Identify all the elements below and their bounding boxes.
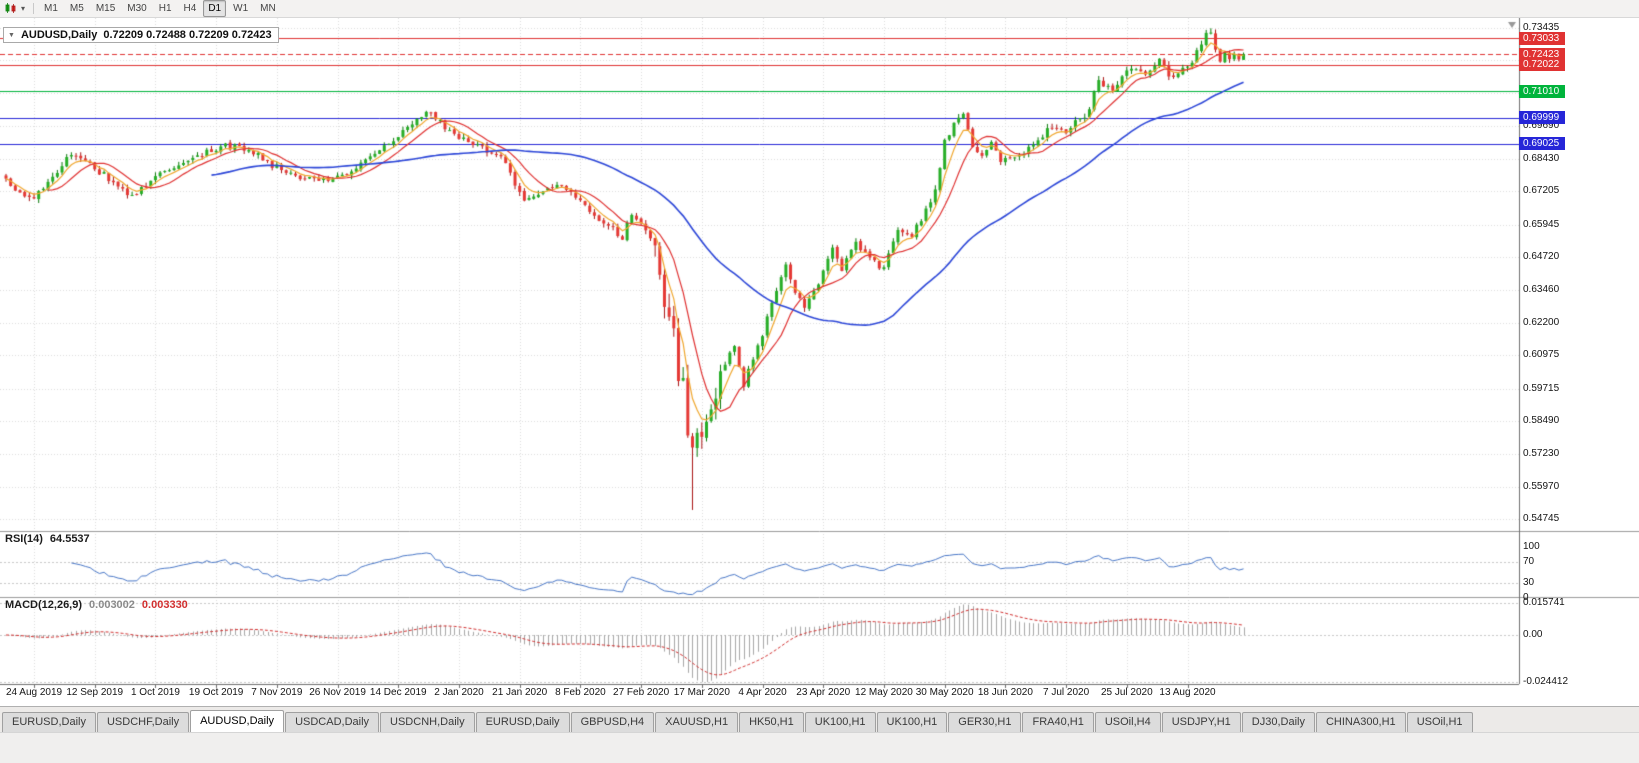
timeframe-button-m15[interactable]: M15 — [95, 3, 116, 14]
price-line-label-support-blue-lower: 0.69025 — [1519, 137, 1565, 151]
timeframe-button-m5[interactable]: M5 — [69, 3, 84, 14]
rsi-scale-label: 70 — [1523, 556, 1535, 568]
price-scale-label: 0.58490 — [1523, 414, 1560, 426]
status-bar — [0, 732, 1639, 763]
time-axis-label: 24 Aug 2019 — [5, 687, 63, 698]
time-axis-label: 8 Feb 2020 — [555, 687, 606, 698]
chart-tab-eurusd-daily[interactable]: EURUSD,Daily — [2, 712, 96, 732]
chart-tab-fra40-h1[interactable]: FRA40,H1 — [1022, 712, 1094, 732]
price-chart-canvas[interactable] — [0, 18, 1639, 706]
chart-tab-xauusd-h1[interactable]: XAUUSD,H1 — [655, 712, 739, 732]
macd-scale-label: 0.00 — [1523, 629, 1543, 640]
candlestick-chart-icon[interactable] — [4, 3, 17, 14]
axis-overlays: 0.73435 0.69690 0.68430 0.67205 0.65945 0.647… — [0, 18, 1639, 706]
chart-tab-usoil-h4[interactable]: USOil,H4 — [1094, 712, 1161, 732]
chart-tab-usdcnh-daily[interactable]: USDCNH,Daily — [380, 712, 475, 732]
timeframe-buttons: M1 M5 M15 M30 H1 H4 D1 W1 MN — [38, 0, 282, 17]
time-axis-label: 1 Oct 2019 — [130, 687, 180, 698]
rsi-value: 64.5537 — [49, 533, 90, 545]
chart-tab-dj30-daily[interactable]: DJ30,Daily — [1241, 712, 1315, 732]
time-axis-label: 12 Sep 2019 — [66, 687, 124, 698]
price-line-label-resistance-lower: 0.72022 — [1519, 58, 1565, 72]
chart-tab-uk100-h1[interactable]: UK100,H1 — [876, 712, 948, 732]
price-scale-label: 0.57230 — [1523, 447, 1560, 459]
price-scale-label: 0.67205 — [1523, 185, 1560, 197]
price-line-label-current-price: 0.72423 — [1519, 47, 1565, 61]
chart-tabs-bar: EURUSD,Daily USDCHF,Daily AUDUSD,Daily USDC… — [0, 706, 1639, 732]
toolbar-separator — [33, 3, 35, 14]
price-scale-label: 0.64720 — [1523, 250, 1560, 262]
time-axis-label: 13 Aug 2020 — [1159, 687, 1216, 698]
rsi-name: RSI(14) — [5, 533, 43, 545]
timeframe-button-d1[interactable]: D1 — [203, 0, 227, 17]
macd-scale-label: -0.024412 — [1523, 676, 1569, 687]
time-axis-label: 30 May 2020 — [915, 687, 974, 698]
price-scale-label: 0.63460 — [1523, 284, 1560, 296]
chart-dropdown-icon[interactable]: ▼ — [8, 31, 15, 39]
rsi-scale-label: 30 — [1523, 576, 1535, 588]
timeframe-button-mn[interactable]: MN — [260, 3, 276, 14]
rsi-indicator-label: RSI(14) 64.5537 — [5, 533, 90, 545]
chart-tab-eurusd-daily[interactable]: EURUSD,Daily — [475, 712, 570, 732]
macd-name: MACD(12,26,9) — [5, 599, 83, 611]
time-axis-label: 4 Apr 2020 — [738, 687, 787, 698]
rsi-scale-label: 0 — [1523, 592, 1529, 603]
time-axis-label: 26 Nov 2019 — [309, 687, 366, 698]
price-line-label-support-green: 0.71010 — [1519, 84, 1565, 98]
chart-tab-audusd-daily[interactable]: AUDUSD,Daily — [190, 710, 285, 732]
timeframe-button-m1[interactable]: M1 — [44, 3, 58, 14]
time-axis-label: 7 Jul 2020 — [1043, 687, 1090, 698]
timeframe-button-m30[interactable]: M30 — [127, 3, 147, 14]
toolbar-icon-group: ▾ — [4, 3, 27, 14]
chart-tab-usdchf-daily[interactable]: USDCHF,Daily — [96, 712, 190, 732]
time-axis-label: 25 Jul 2020 — [1100, 687, 1153, 698]
macd-signal-value: 0.003330 — [141, 599, 188, 611]
price-scale-label: 0.65945 — [1523, 218, 1560, 230]
time-axis-label: 2 Jan 2020 — [434, 687, 484, 698]
chart-tab-usoil-h1[interactable]: USOil,H1 — [1406, 712, 1473, 732]
chart-tab-gbpusd-h4[interactable]: GBPUSD,H4 — [570, 712, 655, 732]
price-scale-label: 0.60975 — [1523, 349, 1560, 361]
timeframe-button-h1[interactable]: H1 — [158, 3, 172, 14]
price-scale-label: 0.59715 — [1523, 382, 1560, 394]
chevron-down-icon[interactable]: ▾ — [21, 4, 26, 13]
time-axis-label: 7 Nov 2019 — [251, 687, 303, 698]
price-scale-label: 0.55970 — [1523, 481, 1560, 493]
timeframe-toolbar: ▾ M1 M5 M15 M30 H1 H4 D1 W1 MN — [0, 0, 1639, 18]
timeframe-button-h4[interactable]: H4 — [183, 3, 197, 14]
rsi-scale-label: 100 — [1523, 541, 1540, 552]
price-scale-label: 0.54745 — [1523, 513, 1560, 525]
time-axis-label: 12 May 2020 — [855, 687, 913, 698]
time-axis-label: 19 Oct 2019 — [188, 687, 244, 698]
time-axis-label: 17 Mar 2020 — [673, 687, 730, 698]
price-line-label-resistance-upper: 0.73033 — [1519, 31, 1565, 45]
chart-tab-ger30-h1[interactable]: GER30,H1 — [948, 712, 1022, 732]
chart-tab-hk50-h1[interactable]: HK50,H1 — [739, 712, 804, 732]
chart-symbol-period: AUDUSD,Daily — [20, 29, 98, 41]
chart-tab-usdcad-daily[interactable]: USDCAD,Daily — [285, 712, 380, 732]
timeframe-button-w1[interactable]: W1 — [233, 3, 249, 14]
chart-tab-usdjpy-h1[interactable]: USDJPY,H1 — [1161, 712, 1241, 732]
time-axis-label: 18 Jun 2020 — [977, 687, 1033, 698]
price-scale-label: 0.62200 — [1523, 317, 1560, 329]
chart-tab-china300-h1[interactable]: CHINA300,H1 — [1315, 712, 1406, 732]
macd-main-value: 0.003002 — [89, 599, 135, 611]
chart-title-box: ▼ AUDUSD,Daily 0.72209 0.72488 0.72209 0… — [3, 27, 279, 43]
price-scale-label: 0.73435 — [1523, 21, 1560, 33]
time-axis-label: 27 Feb 2020 — [613, 687, 670, 698]
time-axis-label: 14 Dec 2019 — [369, 687, 427, 698]
chart-tab-uk100-h1[interactable]: UK100,H1 — [804, 712, 876, 732]
chart-ohlc-values: 0.72209 0.72488 0.72209 0.72423 — [103, 29, 272, 41]
price-scale-label: 0.68430 — [1523, 153, 1560, 165]
macd-scale-label: 0.015741 — [1523, 596, 1565, 608]
time-axis-label: 23 Apr 2020 — [796, 687, 851, 698]
time-axis-label: 21 Jan 2020 — [492, 687, 548, 698]
chart-area: ▼ AUDUSD,Daily 0.72209 0.72488 0.72209 0… — [0, 18, 1639, 706]
macd-indicator-label: MACD(12,26,9) 0.003002 0.003330 — [5, 599, 188, 611]
price-line-label-support-blue-upper: 0.69999 — [1519, 111, 1565, 125]
price-scale-label: 0.69690 — [1523, 120, 1560, 132]
